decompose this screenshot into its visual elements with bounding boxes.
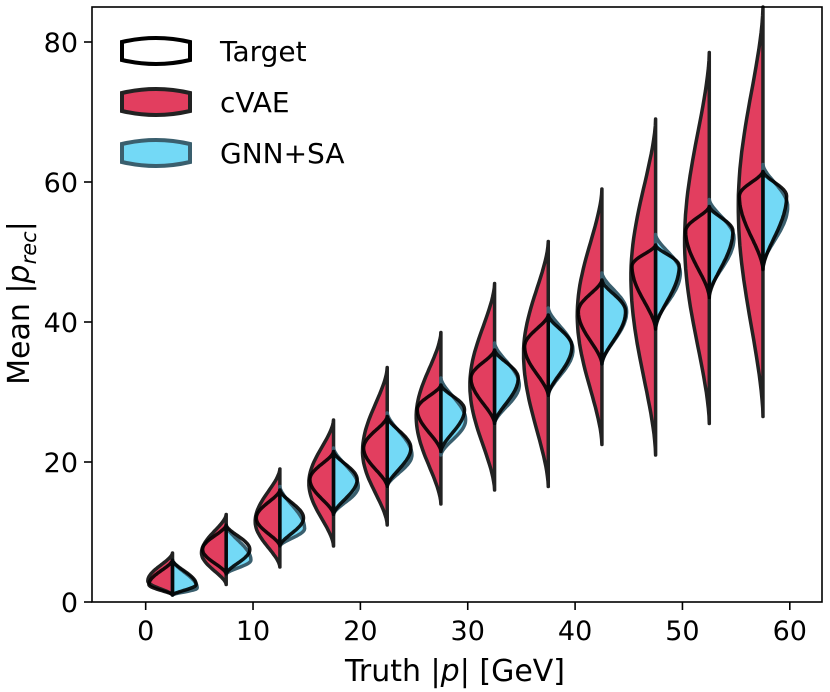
- y-tick-label-0: 0: [61, 588, 78, 619]
- plot-frame: [91, 6, 823, 603]
- violin-target-11: [737, 169, 789, 272]
- legend-swatch-gnn: [120, 138, 192, 168]
- y-axis-label: Mean |prec|: [2, 221, 41, 385]
- violin-target-0: [147, 558, 198, 597]
- violin-cvae-11: [736, 5, 765, 419]
- violin-target-1: [200, 523, 252, 576]
- violin-target-7: [522, 313, 574, 398]
- violin-target-8: [576, 278, 628, 366]
- y-tick-label-80: 80: [44, 28, 78, 59]
- violin-cvae-6: [468, 281, 497, 492]
- violin-target-2: [254, 488, 306, 548]
- violin-target-5: [415, 383, 467, 454]
- legend-label-gnn: GNN+SA: [220, 137, 345, 170]
- violin-cvae-7: [521, 239, 551, 489]
- violin-cvae-5: [414, 330, 443, 506]
- violin-target-10: [683, 204, 735, 300]
- violin-cvae-4: [360, 365, 389, 527]
- x-tick-label-50: 50: [665, 616, 699, 647]
- plot-area: [146, 5, 790, 597]
- y-tick-label-20: 20: [44, 448, 78, 479]
- violin-target-4: [361, 414, 413, 489]
- x-tick-label-60: 60: [773, 616, 807, 647]
- legend-label-target: Target: [219, 35, 307, 68]
- y-tick-label-40: 40: [44, 308, 78, 339]
- x-axis-label: Truth |p| [GeV]: [344, 654, 565, 689]
- legend-swatch-target: [120, 36, 192, 66]
- legend-swatch-cvae: [120, 87, 192, 117]
- y-tick-label-60: 60: [44, 168, 78, 199]
- violin-cvae-8: [575, 187, 604, 447]
- x-tick-label-30: 30: [451, 616, 485, 647]
- axis-ticks: 0 10 20 30 40 50 60 0 20 40 60 80: [44, 28, 807, 647]
- violin-cvae-1: [199, 512, 228, 587]
- violin-cvae-2: [253, 467, 282, 569]
- x-tick-label-0: 0: [137, 616, 154, 647]
- x-tick-label-20: 20: [343, 616, 377, 647]
- violin-gnn-1: [224, 523, 253, 576]
- x-tick-label-40: 40: [558, 616, 592, 647]
- legend: Target cVAE GNN+SA: [120, 35, 345, 170]
- violin-target-3: [308, 449, 359, 517]
- violin-target-6: [469, 348, 520, 426]
- x-tick-label-10: 10: [236, 616, 270, 647]
- violin-target-9: [630, 243, 681, 331]
- violin-cvae-3: [307, 418, 336, 548]
- violin-cvae-9: [629, 117, 658, 457]
- violin-cvae-10: [682, 50, 712, 426]
- legend-label-cvae: cVAE: [220, 86, 290, 119]
